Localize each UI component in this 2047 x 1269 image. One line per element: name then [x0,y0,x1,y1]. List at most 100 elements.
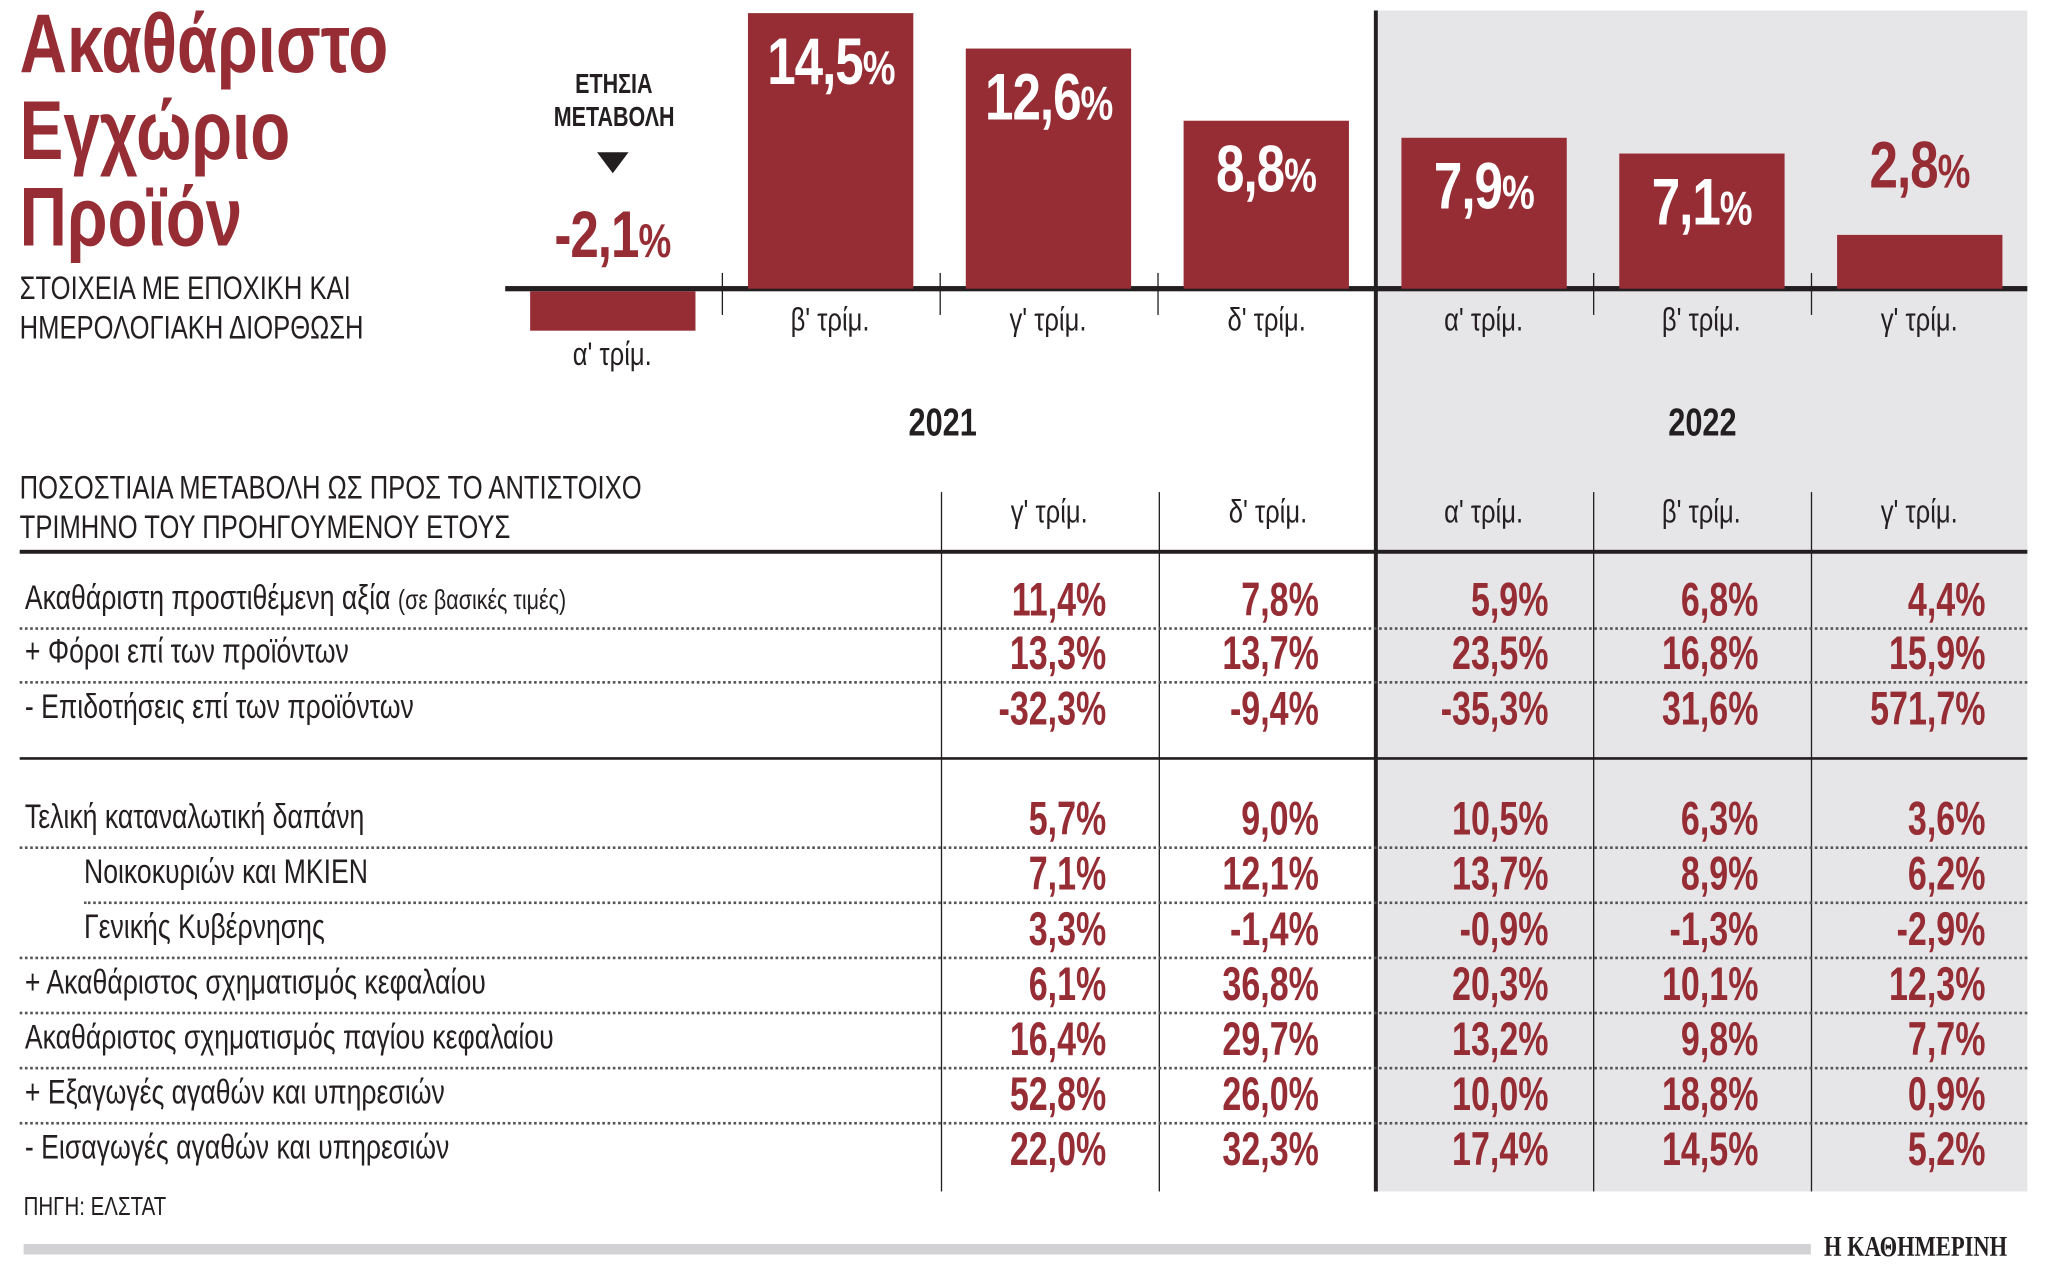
table-cell-value: 12,1% [1056,846,1318,901]
cell-value-text: 23,5% [1451,625,1549,680]
table-cell-value: 32,3% [1056,1122,1318,1177]
category-label: α' τρίμ. [504,336,722,374]
table-cell-value: 5,9% [1286,572,1549,627]
table-cell-value: 6,1% [844,957,1107,1012]
cell-value-text: -1,4% [1229,901,1319,956]
column-header: α' τρίμ. [1375,493,1593,531]
bar-data-label: 7,1% [1571,164,1833,240]
bar [1183,121,1349,289]
cell-value-text: 7,7% [1907,1011,1986,1066]
x-axis [505,286,2028,292]
row-divider [83,901,2028,905]
axis-tick [1593,272,1595,315]
table-cell-value: 4,4% [1723,572,1986,627]
row-label-main: Γενικής Κυβέρνησης [83,906,325,947]
column-header-text: γ' τρίμ. [1881,493,1959,531]
category-text: α' τρίμ. [1444,301,1524,339]
cell-value-text: 16,8% [1661,625,1759,680]
cell-value-text: 6,2% [1907,846,1986,901]
axis-tick [1810,272,1813,315]
column-separator [1593,492,1595,1192]
row-label-text: Γενικής Κυβέρνησης [84,907,325,948]
cell-value-text: 13,2% [1451,1011,1549,1066]
bar-value: 12,6% [984,59,1113,135]
category-label: α' τρίμ. [1375,302,1593,340]
row-label: Τελική καταναλωτική δαπάνη [25,797,460,838]
category-text: γ' τρίμ. [1881,301,1959,339]
column-separator [1158,492,1160,1192]
subtitle: ΣΤΟΙΧΕΙΑ ΜΕ ΕΠΟΧΙΚΗ ΚΑΙ ΗΜΕΡΟΛΟΓΙΑΚΗ ΔΙΟ… [20,269,461,348]
table-cell-value: 20,3% [1286,957,1548,1012]
row-label-main: Νοικοκυριών και ΜΚΙΕΝ [83,851,369,891]
annual-label-line: ΕΤΗΣΙΑ [575,69,653,100]
source-note: ΠΗΓΗ: ΕΛΣΤΑΤ [24,1193,207,1223]
bar-value-number: 7,9 [1434,150,1503,224]
table-cell-value: 15,9% [1723,626,1985,681]
table-cell-value: 571,7% [1723,681,1985,736]
year-text: 2021 [907,401,977,445]
year-divider [1373,10,1378,1192]
cell-value-text: 3,6% [1907,791,1986,846]
cell-value-text: 29,7% [1222,1011,1319,1066]
category-text: δ' τρίμ. [1227,301,1306,339]
subtitle-line: ΣΤΟΙΧΕΙΑ ΜΕ ΕΠΟΧΙΚΗ ΚΑΙ [19,270,351,308]
row-divider [19,1011,2028,1015]
row-label-text: Νοικοκυριών και ΜΚΙΕΝ [84,852,368,893]
title-line: Ακαθάριστο [19,0,389,91]
table-cell-value: 6,2% [1723,846,1986,901]
bar-data-label: -2,1% [482,197,744,273]
table-cell-value: -32,3% [844,681,1106,736]
table-cell-value: 5,2% [1723,1122,1986,1177]
row-label-note: (σε βασικές τιμές) [397,585,567,616]
cell-value-text: 11,4% [1011,572,1107,626]
cell-value-text: 31,6% [1661,681,1759,735]
table-cell-value: 0,9% [1723,1067,1986,1122]
category-label: β' τρίμ. [1593,302,1811,340]
cell-value-text: 32,3% [1222,1121,1319,1176]
table-cell-value: 13,2% [1286,1012,1548,1067]
table-cell-value: 6,8% [1496,572,1759,627]
bar [747,12,914,289]
axis-tick [721,272,724,315]
table-cell-value: 17,4% [1286,1122,1548,1177]
cell-value-text: -2,9% [1896,901,1986,956]
table-cell-value: -0,9% [1286,901,1549,956]
row-divider [19,627,2028,630]
bar-value-number: 14,5 [766,24,864,99]
table-cell-value: 12,3% [1723,957,1985,1012]
cell-value-text: 10,1% [1661,956,1759,1011]
table-cell-value: 13,7% [1286,846,1548,901]
row-label-text: + Φόροι επί των προϊόντων [25,631,349,672]
row-divider [19,846,2028,849]
bar-value-unit: % [1720,181,1753,235]
cell-value-text: 13,3% [1009,625,1107,680]
bar-value: 7,9% [1434,149,1535,225]
category-label: δ' τρίμ. [1157,302,1375,340]
cell-value-text: 36,8% [1222,956,1319,1011]
cell-value-text: 15,9% [1888,625,1986,680]
bar-value-number: 12,6 [984,60,1082,135]
row-label-text: Ακαθάριστη προστιθέμενη αξία (σε βασικές… [25,577,566,618]
column-header-text: β' τρίμ. [1662,493,1742,531]
table-cell-value: 7,1% [844,846,1107,901]
row-divider [19,1121,2028,1125]
table-cell-value: 10,0% [1286,1067,1548,1122]
row-label-main: Ακαθάριστη προστιθέμενη αξία [24,577,391,617]
bar [1619,153,1785,289]
bar-data-label: 7,9% [1353,149,1615,225]
cell-value-text: -32,3% [998,681,1107,735]
table-cell-value: 13,3% [844,626,1106,681]
category-text: β' τρίμ. [1662,301,1742,339]
table-cell-value: 3,3% [844,901,1107,956]
row-label-text: Τελική καταναλωτική δαπάνη [25,797,364,838]
table-cell-value: 9,8% [1496,1012,1759,1067]
axis-tick [1157,272,1159,315]
row-label-text: + Ακαθάριστος σχηματισμός κεφαλαίου [25,962,486,1003]
table-cell-value: -1,4% [1056,901,1319,956]
annual-label-line: ΜΕΤΑΒΟΛΗ [553,102,675,133]
cell-value-text: 22,0% [1009,1121,1107,1176]
bar-value-unit: % [1284,148,1317,203]
row-label-main: Ακαθάριστος σχηματισμός παγίου κεφαλαίου [24,1016,554,1057]
cell-value-text: 26,0% [1222,1066,1319,1121]
